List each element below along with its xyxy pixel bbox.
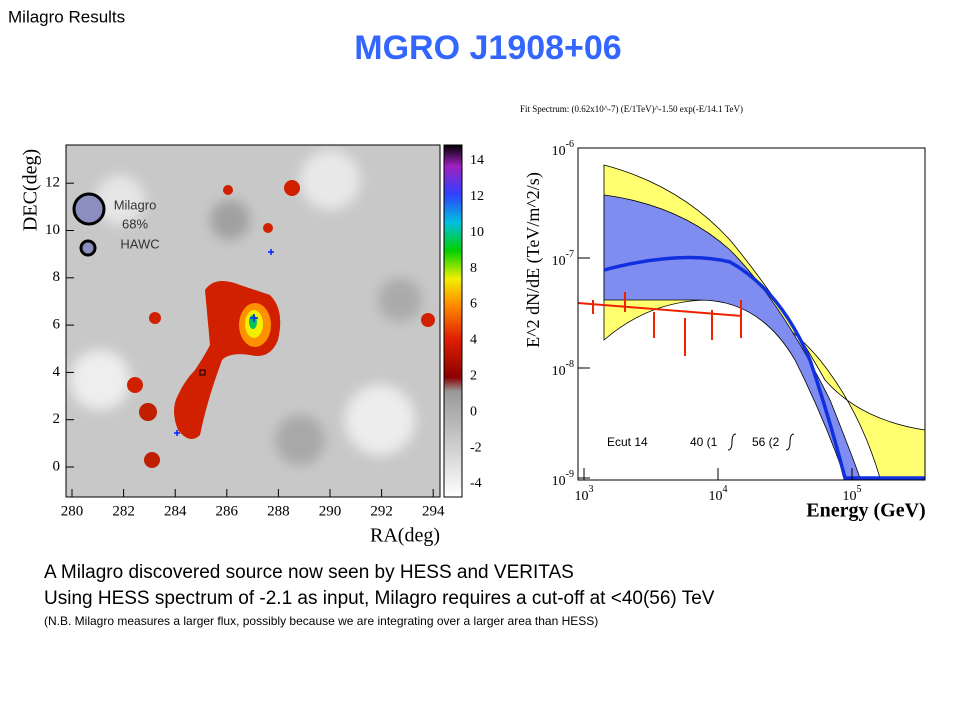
spectrum: Fit Spectrum: (0.62x10^-7) (E/1TeV)^-1.5… xyxy=(520,104,926,522)
spectrum-frame xyxy=(577,147,926,481)
x-tick-label: 294 xyxy=(422,503,445,519)
annotation: Ecut 14 xyxy=(607,435,648,449)
body-line: A Milagro discovered source now seen by … xyxy=(44,562,574,583)
tick-base: 10 xyxy=(552,254,566,269)
x-tick-label: 292 xyxy=(370,503,393,519)
map-texture xyxy=(70,150,422,465)
colorbar-label: 6 xyxy=(470,297,477,312)
legend-hawc: HAWC xyxy=(120,236,159,251)
colorbar-label: -2 xyxy=(470,440,482,455)
tick-label: 10-8 xyxy=(552,359,574,379)
marker-box xyxy=(199,369,206,376)
tick-base: 10 xyxy=(575,489,589,504)
colorbar-label: 4 xyxy=(470,333,477,348)
legend-milagro: Milagro xyxy=(114,197,157,212)
x-tick-label: 282 xyxy=(112,503,135,519)
x-axis-label: Energy (GeV) xyxy=(806,500,925,522)
map-frame xyxy=(65,144,441,498)
body-line: Using HESS spectrum of -2.1 as input, Mi… xyxy=(44,588,715,609)
source-markers xyxy=(174,249,274,436)
tick-base: 10 xyxy=(843,489,857,504)
hawc-psf xyxy=(79,239,97,257)
title: MGRO J1908+06 xyxy=(354,29,621,67)
x-tick-label: 288 xyxy=(267,503,290,519)
tick-label: 10-9 xyxy=(552,469,574,489)
x-tick-label: 284 xyxy=(164,503,187,519)
colorbar-label: -4 xyxy=(470,476,482,491)
tick-exponent: 3 xyxy=(589,484,594,495)
y-tick-label: 6 xyxy=(53,317,61,333)
section-label: Milagro Results xyxy=(8,7,125,26)
skymap: Milagro 68% HAWC DEC(deg) RA(deg) 280 282… xyxy=(20,144,484,547)
y-axis-label: DEC(deg) xyxy=(20,149,42,231)
tick-exponent: -6 xyxy=(566,139,574,150)
annotation: 40 (1 xyxy=(690,435,718,449)
tick-label: 103 xyxy=(575,484,594,504)
y-tick-label: 2 xyxy=(53,411,61,427)
x-tick-label: 280 xyxy=(61,503,84,519)
tick-exponent: 5 xyxy=(857,484,862,495)
x-tick-label: 286 xyxy=(216,503,239,519)
integral-signs xyxy=(727,433,795,451)
tick-exponent: -9 xyxy=(566,469,574,480)
y-tick-label: 10 xyxy=(45,222,60,238)
x-axis-label: RA(deg) xyxy=(370,525,440,547)
milagro-psf xyxy=(72,192,106,226)
tick-label: 10-7 xyxy=(552,249,574,269)
colorbar-label: 0 xyxy=(470,404,477,419)
body-note: (N.B. Milagro measures a larger flux, po… xyxy=(44,614,598,628)
legend-percent: 68% xyxy=(122,216,148,231)
colorbar-label: 10 xyxy=(470,225,484,240)
annotation: 56 (2 xyxy=(752,435,780,449)
tick-base: 10 xyxy=(709,489,723,504)
tick-base: 10 xyxy=(552,474,566,489)
tick-exponent: 4 xyxy=(723,484,728,495)
y-tick-label: 4 xyxy=(53,364,61,380)
hess-points xyxy=(577,292,743,356)
tick-exponent: -7 xyxy=(566,249,574,260)
y-axis-label: E^2 dN/dE (TeV/m^2/s) xyxy=(523,172,544,348)
y-tick-label: 0 xyxy=(53,458,61,474)
y-tick-label: 8 xyxy=(53,269,61,285)
tick-base: 10 xyxy=(552,364,566,379)
fit-text: Fit Spectrum: (0.62x10^-7) (E/1TeV)^-1.5… xyxy=(520,104,743,114)
tick-label: 104 xyxy=(709,484,728,504)
tick-label: 105 xyxy=(843,484,862,504)
colorbar-label: 12 xyxy=(470,189,484,204)
tick-label: 10-6 xyxy=(552,139,574,159)
tick-exponent: -8 xyxy=(566,359,574,370)
colorbar-label: 14 xyxy=(470,153,484,168)
tick-base: 10 xyxy=(552,144,566,159)
colorbar xyxy=(443,144,463,498)
x-tick-label: 290 xyxy=(319,503,342,519)
colorbar-label: 8 xyxy=(470,261,477,276)
colorbar-label: 2 xyxy=(470,369,477,384)
y-tick-label: 12 xyxy=(45,175,60,191)
fit-line xyxy=(603,255,925,480)
